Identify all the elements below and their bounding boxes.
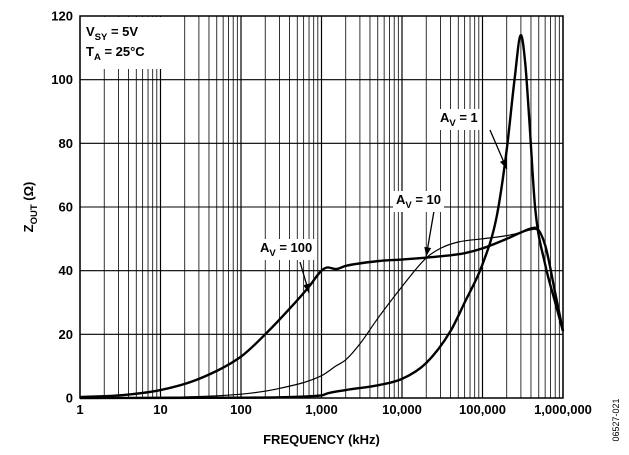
condition-1-rest: = 25°C bbox=[101, 44, 145, 59]
y-axis-title-text: ZOUT (Ω) bbox=[21, 182, 40, 233]
series-line-av-1 bbox=[79, 33, 565, 400]
condition-1: TA = 25°C bbox=[86, 44, 145, 63]
annotation-arrow-head bbox=[303, 283, 310, 293]
y-axis-title-main: Z bbox=[21, 224, 36, 232]
chart-grid bbox=[79, 15, 564, 399]
y-tick-label: 120 bbox=[51, 9, 73, 24]
series-label-text-av-1-rest: = 1 bbox=[456, 110, 478, 125]
x-tick-label: 100,000 bbox=[459, 402, 506, 417]
series-label-text-av-10: AV = 10 bbox=[396, 192, 441, 211]
series-label-av-100: AV = 100 bbox=[257, 239, 316, 260]
conditions-bg bbox=[81, 17, 173, 69]
series-label-av-1: AV = 1 bbox=[437, 109, 481, 130]
y-tick-label: 80 bbox=[59, 136, 73, 151]
y-axis-title-rest: (Ω) bbox=[21, 182, 36, 205]
x-tick-label: 10 bbox=[153, 402, 167, 417]
series-label-text-av-10-rest: = 10 bbox=[412, 192, 441, 207]
series-label-av-10: AV = 10 bbox=[393, 191, 445, 212]
series-line-av-10 bbox=[79, 228, 564, 399]
y-axis-title-sub: OUT bbox=[29, 204, 40, 224]
figure-id: 06527-021 bbox=[611, 398, 621, 441]
series-label-bg bbox=[393, 191, 445, 212]
x-tick-label: 1,000,000 bbox=[534, 402, 592, 417]
x-axis-title: FREQUENCY (kHz) bbox=[263, 432, 380, 447]
y-tick-label: 100 bbox=[51, 72, 73, 87]
condition-1-sub: A bbox=[94, 52, 101, 63]
series-label-text-av-100: AV = 100 bbox=[260, 240, 312, 259]
series-label-text-av-1: AV = 1 bbox=[440, 110, 478, 129]
y-tick-labels: 0 20 40 60 80 100 120 bbox=[51, 9, 73, 406]
x-tick-label: 1,000 bbox=[305, 402, 338, 417]
series-line-av-100 bbox=[79, 226, 565, 399]
x-tick-label: 10,000 bbox=[382, 402, 422, 417]
plot-frame bbox=[79, 15, 564, 399]
annotation-arrow-head bbox=[499, 159, 507, 169]
series-label-text-av-1-sub: V bbox=[449, 118, 456, 129]
series-label-text-av-1-main: A bbox=[440, 110, 450, 125]
series-label-text-av-10-main: A bbox=[396, 192, 406, 207]
y-axis-title: ZOUT (Ω) bbox=[21, 182, 40, 233]
condition-0-sub: SY bbox=[95, 32, 108, 43]
annotation-arrow-head bbox=[424, 246, 432, 257]
series-label-bg bbox=[257, 239, 316, 260]
series-label-text-av-100-rest: = 100 bbox=[276, 240, 313, 255]
y-tick-label: 20 bbox=[59, 327, 73, 342]
chart-curves bbox=[79, 33, 565, 400]
condition-0-rest: = 5V bbox=[107, 24, 138, 39]
condition-0: VSY = 5V bbox=[86, 24, 138, 43]
series-label-text-av-100-main: A bbox=[260, 240, 270, 255]
series-label-text-av-10-sub: V bbox=[405, 200, 412, 211]
chart-annotation-arrows bbox=[299, 129, 508, 294]
x-tick-label: 100 bbox=[230, 402, 252, 417]
y-tick-label: 0 bbox=[66, 391, 73, 406]
x-tick-labels: 1 10 100 1,000 10,000 100,000 1,000,000 bbox=[76, 402, 592, 417]
condition-0-main: V bbox=[86, 24, 95, 39]
series-label-bg bbox=[437, 109, 481, 130]
condition-1-main: T bbox=[86, 44, 94, 59]
series-label-text-av-100-sub: V bbox=[269, 248, 276, 259]
x-tick-label: 1 bbox=[76, 402, 83, 417]
y-tick-label: 40 bbox=[59, 263, 73, 278]
y-tick-label: 60 bbox=[59, 200, 73, 215]
